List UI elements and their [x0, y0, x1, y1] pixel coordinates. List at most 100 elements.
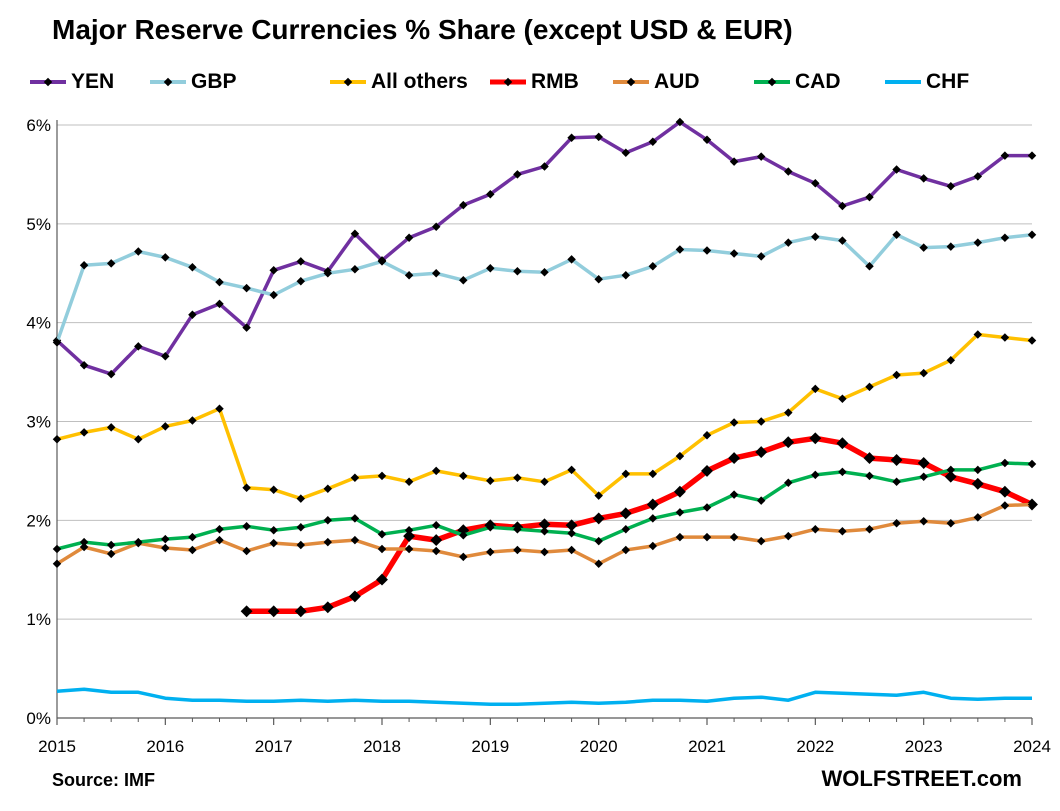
data-point: [1027, 336, 1037, 345]
legend-item: CAD: [752, 70, 841, 94]
data-point: [430, 534, 443, 547]
data-point: [323, 484, 333, 493]
data-point: [567, 465, 576, 475]
data-point: [269, 290, 278, 300]
data-point: [403, 530, 416, 543]
legend-item: RMB: [488, 70, 579, 94]
data-point: [673, 485, 686, 498]
data-point: [1000, 458, 1010, 468]
x-tick-label: 2021: [688, 737, 726, 756]
data-point: [809, 432, 822, 445]
data-point: [567, 545, 576, 555]
data-point: [459, 200, 468, 210]
data-point: [784, 531, 793, 541]
data-point: [106, 259, 116, 268]
data-point: [459, 530, 468, 540]
legend-item: CHF: [883, 70, 969, 94]
data-point: [946, 355, 956, 365]
data-point: [215, 299, 224, 309]
legend: YEN GBP All others RMB AUD CAD CHF: [28, 70, 1048, 94]
data-point: [621, 545, 631, 555]
x-tick-label: 2020: [580, 737, 618, 756]
source-note: Source: IMF: [52, 770, 156, 790]
data-point: [919, 517, 928, 526]
data-point: [350, 535, 360, 545]
data-point: [459, 471, 468, 481]
data-point: [702, 431, 712, 440]
data-point: [404, 477, 414, 487]
legend-label: GBP: [191, 70, 237, 93]
data-point: [973, 465, 983, 475]
data-point: [431, 269, 441, 278]
data-point: [567, 528, 576, 538]
data-point: [675, 451, 685, 461]
data-point: [269, 525, 278, 535]
legend-swatch: [613, 77, 649, 87]
data-point: [811, 384, 820, 394]
y-tick-label: 0%: [26, 709, 51, 728]
data-point: [729, 249, 739, 258]
data-point: [728, 452, 741, 465]
data-point: [946, 242, 956, 251]
legend-swatch: [30, 77, 66, 87]
legend-label: CAD: [795, 70, 841, 93]
data-point: [79, 428, 89, 437]
legend-item: YEN: [28, 70, 114, 94]
data-point: [946, 465, 956, 475]
data-point: [242, 323, 251, 332]
data-point: [240, 605, 253, 618]
data-point: [486, 476, 495, 486]
data-point: [946, 519, 956, 528]
series-line-chf: [56, 687, 1032, 706]
data-point: [321, 601, 334, 614]
data-point: [106, 540, 116, 550]
data-point: [134, 435, 143, 444]
legend-item: AUD: [611, 70, 700, 94]
chart-title: Major Reserve Currencies % Share (except…: [52, 14, 793, 45]
data-point: [106, 423, 116, 432]
data-point: [917, 457, 930, 469]
data-point: [865, 382, 874, 392]
data-point: [161, 543, 170, 553]
legend-label: RMB: [531, 70, 579, 93]
data-point: [863, 452, 876, 465]
data-point: [648, 514, 658, 523]
data-point: [296, 494, 306, 503]
data-point: [242, 283, 251, 293]
data-point: [188, 416, 197, 425]
data-point: [1000, 233, 1010, 242]
x-tick-label: 2016: [146, 737, 184, 756]
x-tick-label: 2024: [1013, 737, 1051, 756]
data-point: [756, 417, 766, 426]
data-point: [350, 473, 360, 483]
data-point: [296, 523, 306, 532]
y-tick-label: 3%: [26, 413, 51, 432]
data-point: [648, 262, 658, 271]
data-point: [267, 605, 280, 618]
data-point: [619, 507, 632, 520]
data-point: [973, 513, 983, 522]
data-point: [540, 268, 549, 277]
data-point: [513, 473, 522, 483]
data-point: [404, 270, 414, 280]
data-point: [973, 330, 983, 339]
data-point: [838, 526, 847, 536]
data-point: [919, 368, 928, 378]
data-point: [648, 541, 658, 551]
data-point: [756, 496, 766, 505]
legend-item: All others: [328, 70, 468, 94]
data-point: [1000, 333, 1010, 342]
x-tick-label: 2017: [255, 737, 293, 756]
y-tick-label: 6%: [26, 116, 51, 135]
x-tick-label: 2023: [905, 737, 943, 756]
x-tick-label: 2018: [363, 737, 401, 756]
data-point: [513, 524, 522, 534]
data-point: [348, 590, 361, 603]
data-point: [269, 485, 278, 494]
data-point: [919, 174, 928, 183]
data-point: [538, 518, 551, 531]
legend-label: CHF: [926, 70, 970, 93]
data-point: [106, 369, 116, 379]
data-point: [404, 544, 414, 554]
